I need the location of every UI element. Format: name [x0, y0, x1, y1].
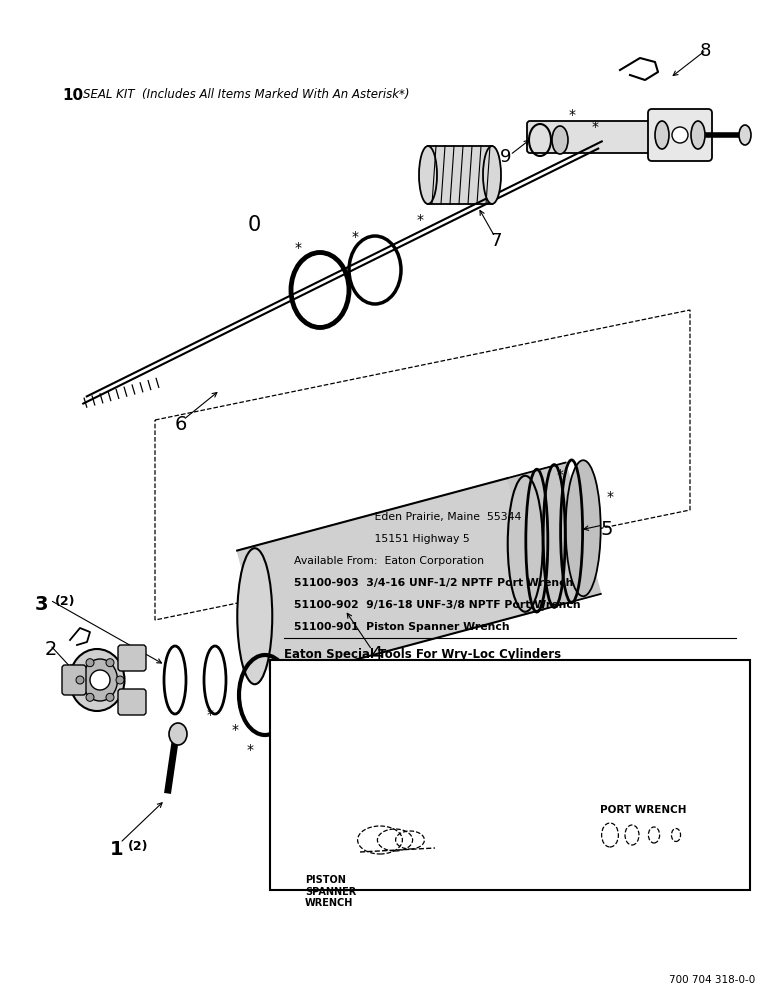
Text: 8: 8 [700, 42, 711, 60]
Text: Eaton Special Tools For Wry-Loc Cylinders: Eaton Special Tools For Wry-Loc Cylinder… [284, 648, 561, 661]
Ellipse shape [419, 146, 437, 204]
Ellipse shape [237, 548, 273, 684]
Text: 51100-903  3/4-16 UNF-1/2 NPTF Port Wrench: 51100-903 3/4-16 UNF-1/2 NPTF Port Wrenc… [294, 578, 574, 588]
Text: *: * [557, 468, 564, 482]
Text: 6: 6 [175, 415, 188, 434]
Text: 10: 10 [62, 88, 83, 103]
Polygon shape [508, 463, 601, 609]
Text: SEAL KIT  (Includes All Items Marked With An Asterisk*): SEAL KIT (Includes All Items Marked With… [83, 88, 409, 101]
FancyBboxPatch shape [118, 645, 146, 671]
Text: 15151 Highway 5: 15151 Highway 5 [294, 534, 469, 544]
Circle shape [86, 659, 94, 667]
Ellipse shape [566, 460, 601, 596]
Circle shape [86, 693, 94, 701]
Text: *: * [568, 108, 575, 122]
Text: *: * [232, 723, 239, 737]
Ellipse shape [739, 125, 751, 145]
Text: 5: 5 [600, 520, 612, 539]
Polygon shape [428, 146, 492, 204]
Ellipse shape [691, 121, 705, 149]
Text: 51100-901  Piston Spanner Wrench: 51100-901 Piston Spanner Wrench [294, 622, 510, 632]
Text: 700 704 318-0-0: 700 704 318-0-0 [669, 975, 755, 985]
Text: 2: 2 [45, 640, 57, 659]
Ellipse shape [483, 146, 501, 204]
Ellipse shape [552, 126, 568, 154]
Circle shape [106, 659, 114, 667]
Circle shape [90, 670, 110, 690]
Circle shape [76, 676, 84, 684]
Circle shape [672, 127, 688, 143]
FancyBboxPatch shape [648, 109, 712, 161]
Circle shape [106, 693, 114, 701]
Ellipse shape [69, 649, 124, 711]
Text: PISTON
SPANNER
WRENCH: PISTON SPANNER WRENCH [305, 875, 356, 908]
Ellipse shape [655, 121, 669, 149]
Text: *: * [591, 120, 598, 134]
Text: PORT WRENCH: PORT WRENCH [600, 805, 686, 815]
FancyBboxPatch shape [62, 665, 86, 695]
Text: 0: 0 [248, 215, 261, 235]
Polygon shape [237, 478, 543, 682]
Text: *: * [417, 213, 424, 227]
FancyBboxPatch shape [118, 689, 146, 715]
Text: *: * [607, 490, 614, 504]
Ellipse shape [83, 659, 117, 701]
Text: (2): (2) [55, 595, 76, 608]
Circle shape [116, 676, 124, 684]
Text: *: * [351, 230, 358, 244]
Text: 7: 7 [490, 232, 502, 250]
Ellipse shape [508, 476, 543, 612]
Text: Available From:  Eaton Corporation: Available From: Eaton Corporation [294, 556, 484, 566]
FancyBboxPatch shape [527, 121, 653, 153]
Text: 51100-902  9/16-18 UNF-3/8 NPTF Port Wrench: 51100-902 9/16-18 UNF-3/8 NPTF Port Wren… [294, 600, 581, 610]
Text: 1: 1 [110, 840, 124, 859]
Ellipse shape [169, 723, 187, 745]
Text: *: * [246, 743, 253, 757]
Text: *: * [294, 241, 302, 255]
FancyBboxPatch shape [270, 660, 750, 890]
Text: 4: 4 [370, 645, 382, 664]
Text: Eden Prairie, Maine  55344: Eden Prairie, Maine 55344 [294, 512, 521, 522]
Text: 3: 3 [35, 595, 49, 614]
Text: 9: 9 [500, 148, 512, 166]
Text: (2): (2) [128, 840, 148, 853]
Text: *: * [206, 708, 214, 722]
